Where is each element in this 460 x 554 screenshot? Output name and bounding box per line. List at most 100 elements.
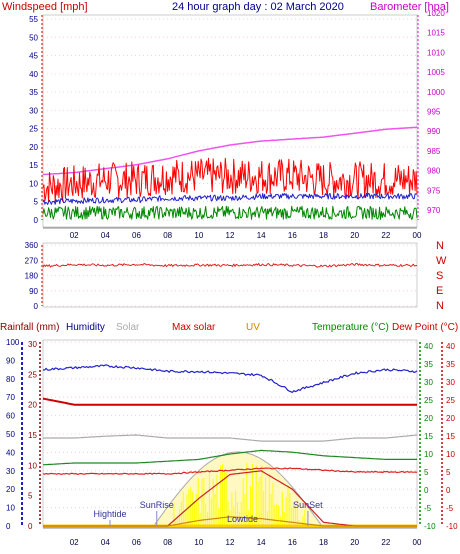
dewpoint-tick-label: 20 <box>446 414 455 423</box>
climate-legend: Rainfall (mm) Humidity Solar Max solar UV Tem… <box>0 322 458 333</box>
windspeed-label: Windspeed [mph] <box>2 1 88 13</box>
dewpoint-tick-label: 5 <box>446 468 451 477</box>
series-line-wind-direction <box>42 263 418 268</box>
x-tick-label: 14 <box>257 538 266 547</box>
x-tick-label: 16 <box>288 538 297 547</box>
barometer-tick-label: 980 <box>427 167 441 176</box>
wind-tick-label: 40 <box>29 70 38 79</box>
rain-tick-label: 0 <box>28 522 33 531</box>
x-tick-label: 06 <box>132 231 141 240</box>
temp-tick-label: -5 <box>424 504 432 513</box>
wind-tick-label: 0 <box>34 216 39 225</box>
humidity-tick-label: 30 <box>6 467 15 476</box>
temp-tick-label: -10 <box>424 522 436 531</box>
legend-item: Solar <box>116 322 140 333</box>
series-line-barometer <box>42 126 418 176</box>
wind-tick-label: 5 <box>34 198 39 207</box>
barometer-tick-label: 970 <box>427 206 441 215</box>
barometer-tick-label: 1000 <box>427 88 445 97</box>
wind-baro-plot-area <box>42 14 418 228</box>
wind-x-axis: 02 04 06 08 10 12 14 16 18 20 22 00 <box>43 227 422 240</box>
humidity-tick-label: 40 <box>6 448 15 457</box>
rain-tick-label: 20 <box>28 401 37 410</box>
annotation-label: Hightide <box>93 509 126 519</box>
legend-item: Humidity <box>66 322 105 333</box>
compass-label: E <box>436 285 443 297</box>
compass-label: W <box>436 255 447 267</box>
barometer-tick-label: 975 <box>427 186 441 195</box>
barometer-tick-label: 1015 <box>427 29 445 38</box>
series-line-windspeed-low <box>42 205 418 220</box>
x-tick-label: 02 <box>70 231 79 240</box>
barometer-tick-label: 990 <box>427 127 441 136</box>
legend-item: UV <box>246 322 260 333</box>
dewpoint-tick-label: 15 <box>446 432 455 441</box>
rain-tick-label: 25 <box>28 370 37 379</box>
legend-item: Rainfall (mm) <box>0 322 59 333</box>
legend-item: Dew Point (°C) <box>392 322 458 333</box>
dewpoint-tick-label: 35 <box>446 360 455 369</box>
humidity-tick-label: 90 <box>6 356 15 365</box>
temp-tick-label: 25 <box>424 396 433 405</box>
direction-plot-area <box>42 242 418 308</box>
barometer-label: Barometer [hpa] <box>370 1 449 13</box>
humidity-tick-label: 50 <box>6 430 15 439</box>
direction-series <box>42 263 418 268</box>
humidity-tick-label: 0 <box>6 522 11 531</box>
barometer-tick-label: 1005 <box>427 68 445 77</box>
humidity-tick-label: 20 <box>6 485 15 494</box>
x-tick-label: 08 <box>163 231 172 240</box>
annotation-label: SunSet <box>293 500 323 510</box>
humidity-tick-label: 60 <box>6 412 15 421</box>
barometer-tick-label: 985 <box>427 147 441 156</box>
barometer-y-axis: 970 975 980 985 990 995 1000 1005 1010 1015 1020 <box>417 9 445 220</box>
annotation-label: Lowtide <box>227 514 258 524</box>
dewpoint-tick-label: 40 <box>446 342 455 351</box>
x-tick-label: 20 <box>350 538 359 547</box>
compass-label: N <box>436 240 444 252</box>
x-tick-label: 18 <box>319 538 328 547</box>
x-tick-label: 14 <box>257 231 266 240</box>
temp-tick-label: 30 <box>424 378 433 387</box>
x-tick-label: 12 <box>226 538 235 547</box>
legend-item: Temperature (°C) <box>312 322 389 333</box>
temp-tick-label: 5 <box>424 468 429 477</box>
climate-series <box>42 364 418 527</box>
tide-sun-annotations: Hightide SunRise Lowtide SunSet <box>93 500 323 526</box>
direction-tick-label: 180 <box>25 272 39 281</box>
x-tick-label: 12 <box>226 231 235 240</box>
x-tick-label: 00 <box>413 231 422 240</box>
x-tick-label: 04 <box>101 538 110 547</box>
compass-label: S <box>436 270 443 282</box>
series-line-windspeed-avg <box>42 192 418 205</box>
dewpoint-tick-label: 0 <box>446 486 451 495</box>
barometer-tick-label: 1010 <box>427 48 445 57</box>
series-line-rainfall <box>42 397 417 406</box>
series-line-temperature <box>42 449 417 466</box>
rain-tick-label: 15 <box>28 431 37 440</box>
rain-tick-label: 30 <box>28 340 37 349</box>
temp-tick-label: 35 <box>424 360 433 369</box>
annotation-label: SunRise <box>140 500 174 510</box>
humidity-tick-label: 100 <box>6 338 20 347</box>
temp-tick-label: 20 <box>424 414 433 423</box>
temp-tick-label: 10 <box>424 450 433 459</box>
wind-tick-label: 35 <box>29 88 38 97</box>
direction-tick-label: 90 <box>29 287 38 296</box>
wind-tick-label: 55 <box>29 15 38 24</box>
wind-baro-series <box>42 126 418 220</box>
series-line-solar <box>43 434 418 442</box>
x-tick-label: 16 <box>288 231 297 240</box>
series-line-windspeed <box>42 157 418 203</box>
wind-tick-label: 15 <box>29 161 38 170</box>
compass-label: N <box>436 300 444 312</box>
temp-tick-label: 40 <box>424 342 433 351</box>
legend-item: Max solar <box>172 322 216 333</box>
humidity-tick-label: 70 <box>6 393 15 402</box>
climate-x-axis: 02 04 06 08 10 12 14 16 18 20 22 00 <box>43 527 422 547</box>
direction-tick-label: 360 <box>25 241 39 250</box>
series-line-dew-point <box>42 467 418 475</box>
dewpoint-tick-label: 30 <box>446 378 455 387</box>
